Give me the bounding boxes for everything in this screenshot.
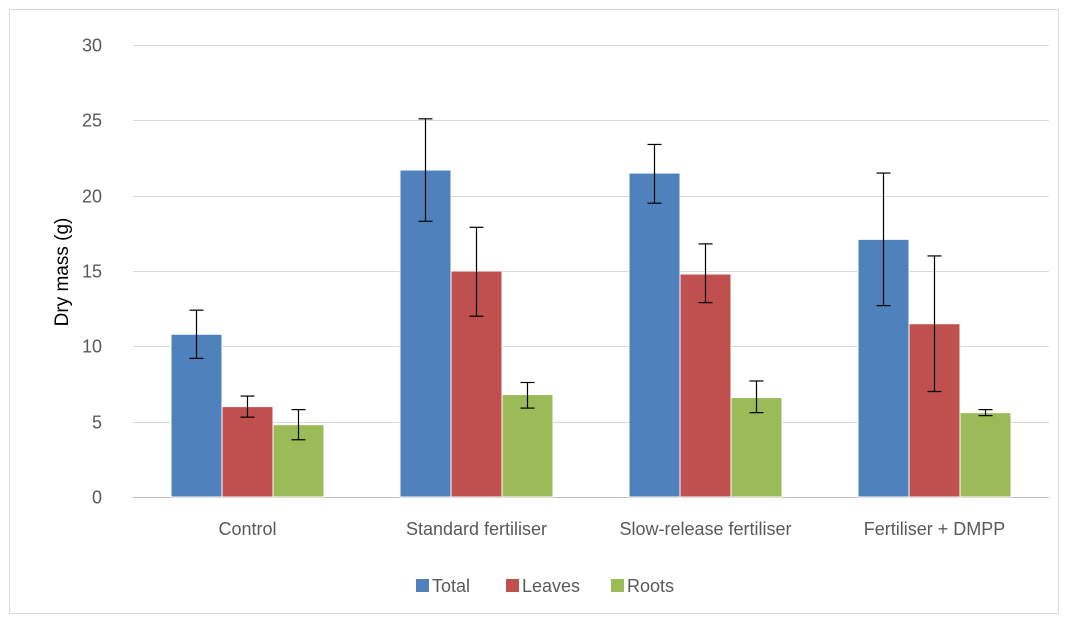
x-category-label: Control — [218, 519, 276, 539]
y-axis-ticks: 0 5 10 15 20 25 30 — [82, 36, 102, 508]
legend-swatch-total — [416, 579, 429, 592]
y-tick-label: 20 — [82, 187, 102, 207]
bar-leaves — [679, 273, 732, 498]
x-category-label: Fertiliser + DMPP — [864, 519, 1006, 539]
bar-roots — [959, 412, 1012, 498]
bar-roots — [501, 394, 554, 498]
bars — [170, 169, 1012, 498]
y-tick-label: 5 — [92, 413, 102, 433]
bar-leaves — [221, 406, 274, 498]
y-axis-label: Dry mass (g) — [52, 218, 73, 327]
y-tick-label: 15 — [82, 262, 102, 282]
y-tick-label: 25 — [82, 111, 102, 131]
y-tick-label: 0 — [92, 488, 102, 508]
y-tick-label: 10 — [82, 337, 102, 357]
error-bars — [189, 118, 993, 441]
legend-label-total: Total — [432, 576, 470, 596]
bar-roots — [730, 397, 783, 498]
bar-total — [399, 169, 452, 498]
legend-label-leaves: Leaves — [522, 576, 580, 596]
bar-total — [170, 333, 223, 498]
y-tick-label: 30 — [82, 36, 102, 56]
bar-total — [628, 172, 681, 498]
legend-swatch-leaves — [506, 579, 519, 592]
x-category-label: Standard fertiliser — [406, 519, 547, 539]
x-axis-categories: Control Standard fertiliser Slow-release f… — [218, 519, 1005, 539]
bar-leaves — [908, 323, 961, 498]
legend-label-roots: Roots — [627, 576, 674, 596]
legend: Total Leaves Roots — [416, 576, 674, 596]
x-category-label: Slow-release fertiliser — [619, 519, 791, 539]
legend-swatch-roots — [611, 579, 624, 592]
